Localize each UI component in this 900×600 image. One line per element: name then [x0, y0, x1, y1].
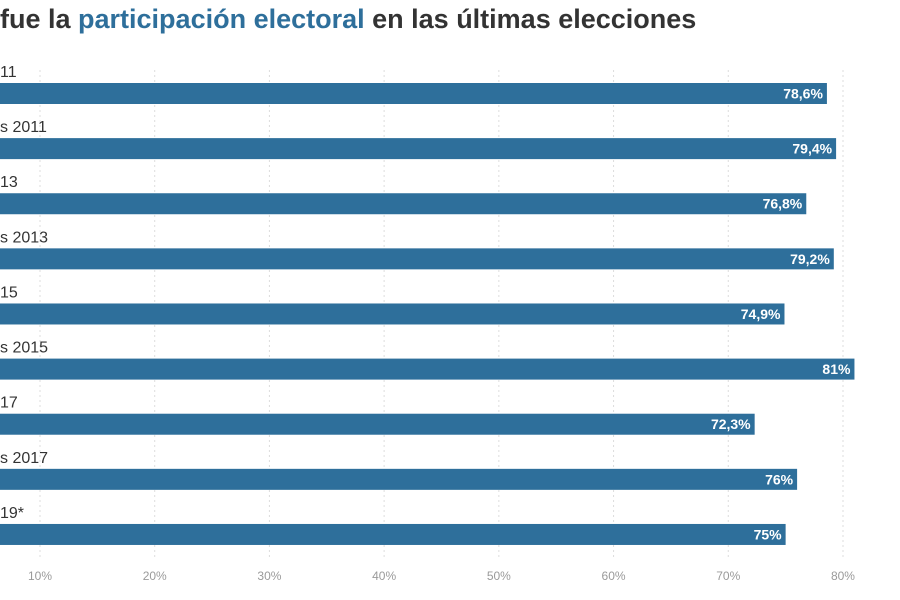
x-tick-label: 40% [372, 569, 396, 583]
x-tick-label: 10% [28, 569, 52, 583]
bar [0, 138, 837, 160]
category-label: 15 [0, 284, 18, 301]
category-label: s 2013 [0, 229, 48, 246]
title-text-before: fue la [0, 4, 79, 34]
x-tick-label: 60% [602, 569, 626, 583]
bar [0, 193, 807, 215]
chart-title: fue la participación electoral en las úl… [0, 4, 696, 35]
bar [0, 468, 798, 490]
bar-group: 17 72,3% [0, 395, 755, 435]
category-label: 13 [0, 174, 18, 191]
bar [0, 83, 827, 104]
category-label: s 2017 [0, 450, 48, 467]
value-label: 79,2% [790, 251, 830, 267]
bar-group: 11 78,6% [0, 64, 827, 104]
bars: 11 78,6% s 2011 79,4% 13 76,8% s 2013 79,2% 15 74… [0, 64, 855, 545]
value-label: 75% [754, 526, 783, 542]
category-label: 17 [0, 395, 18, 412]
category-label: s 2011 [0, 119, 47, 136]
category-label: 11 [0, 64, 17, 81]
category-label: 19* [0, 505, 24, 522]
title-text-after: en las últimas elecciones [364, 4, 697, 34]
bar [0, 248, 834, 270]
bar-group: 13 76,8% [0, 174, 807, 215]
bar [0, 413, 755, 435]
value-label: 76,8% [763, 196, 803, 212]
bar [0, 523, 786, 545]
bar [0, 303, 785, 325]
value-label: 76% [765, 471, 794, 487]
value-label: 81% [822, 361, 851, 377]
category-label: s 2015 [0, 340, 48, 357]
x-tick-label: 20% [143, 569, 167, 583]
value-label: 72,3% [711, 416, 751, 432]
title-highlight: participación electoral [78, 4, 365, 34]
x-axis-ticks: 10% 20% 30% 40% 50% 60% 70% 80% [28, 569, 855, 583]
x-tick-label: 30% [257, 569, 281, 583]
value-label: 78,6% [783, 86, 823, 102]
bar-group: s 2015 81% [0, 340, 855, 380]
value-label: 79,4% [792, 141, 832, 157]
bar-group: s 2017 76% [0, 450, 798, 490]
value-label: 74,9% [741, 306, 781, 322]
x-tick-label: 80% [831, 569, 855, 583]
bar-group: s 2011 79,4% [0, 119, 837, 160]
bar-group: s 2013 79,2% [0, 229, 834, 270]
bar-group: 19* 75% [0, 505, 786, 545]
x-tick-label: 70% [716, 569, 740, 583]
x-tick-label: 50% [487, 569, 511, 583]
bar [0, 358, 855, 380]
bar-group: 15 74,9% [0, 284, 785, 325]
